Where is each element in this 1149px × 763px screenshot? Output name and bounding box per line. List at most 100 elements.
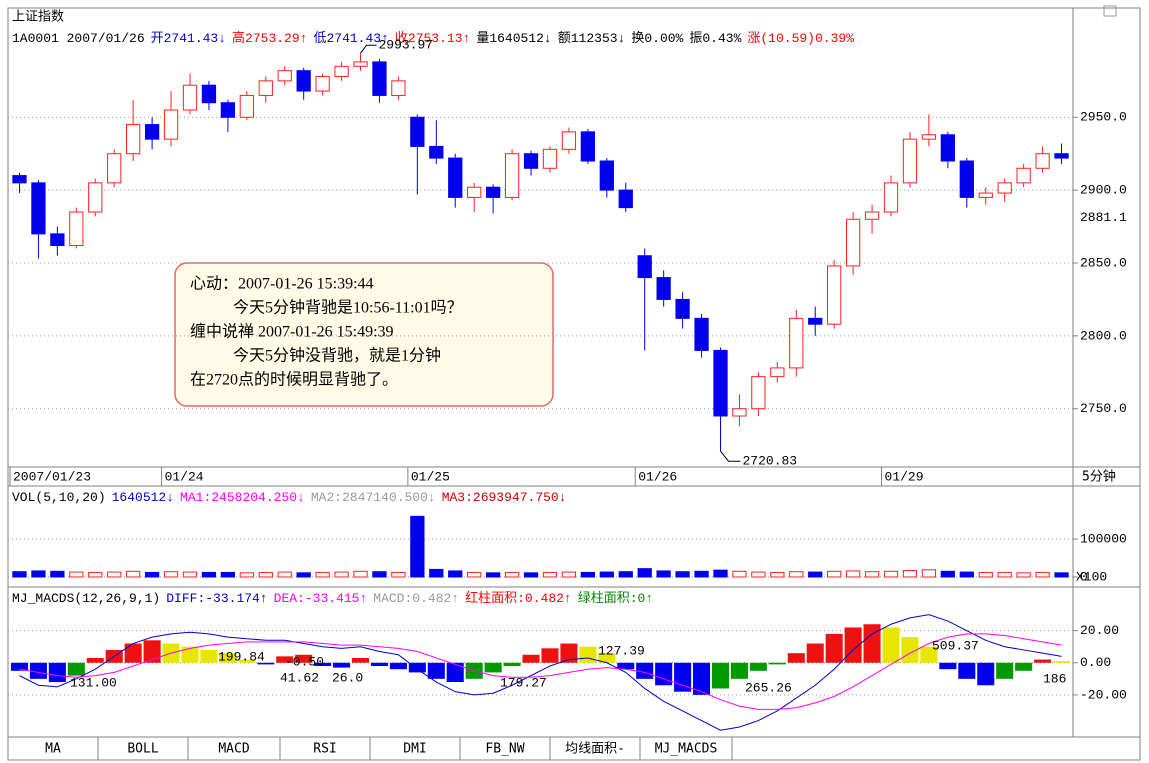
area-label: 199.84 — [218, 649, 265, 664]
macd-bar — [257, 662, 275, 665]
candle-body — [902, 138, 918, 184]
candle-body — [296, 70, 311, 92]
tab[interactable]: BOLL — [127, 742, 158, 757]
tab[interactable]: RSI — [313, 742, 336, 757]
macd-bar — [314, 662, 332, 666]
y-tick-label: 2850.0 — [1080, 255, 1127, 270]
macd-bar — [636, 662, 654, 679]
volume-bar — [580, 571, 595, 578]
candle-body — [618, 189, 633, 209]
candle-body — [486, 186, 501, 198]
area-label: 179.27 — [500, 675, 547, 690]
y-tick-label: 2800.0 — [1080, 328, 1127, 343]
macd-bar — [674, 662, 692, 692]
volume-bar — [12, 571, 27, 578]
candle-body — [580, 131, 595, 162]
volume-bar — [599, 571, 614, 578]
macd-bar — [749, 662, 767, 671]
candle-body — [808, 317, 823, 325]
note-line: 在2720点的时候明显背驰了。 — [190, 371, 398, 389]
macd-bar — [768, 662, 786, 665]
macd-bar — [427, 662, 445, 679]
macd-bar — [787, 653, 805, 663]
info-item: 低2741.43↑ — [313, 31, 388, 46]
period-label: 5分钟 — [1082, 469, 1116, 485]
volume-bar — [959, 571, 974, 578]
candle-body — [126, 124, 141, 155]
x-tick-label: 2007/01/23 — [13, 469, 91, 484]
y-tick-label: 2900.0 — [1080, 183, 1127, 198]
macd-bar — [560, 643, 578, 663]
volume-bar — [997, 571, 1012, 578]
info-item: 收2753.13↑ — [395, 31, 470, 46]
tab[interactable]: FB_NW — [485, 742, 524, 757]
macd-bar — [711, 662, 730, 689]
window-icon[interactable] — [1103, 5, 1117, 17]
candle-body — [713, 349, 728, 417]
info-item: VOL(5,10,20) — [12, 490, 106, 505]
volume-bar — [429, 568, 444, 578]
volume-bar — [883, 570, 899, 578]
volume-bar — [1035, 571, 1050, 578]
candle-body — [429, 145, 444, 159]
volume-bar — [542, 571, 558, 578]
macd-bar — [901, 637, 919, 663]
area-label: 131.00 — [70, 675, 117, 690]
info-item: 绿柱面积:0↑ — [578, 591, 653, 606]
tab[interactable]: MJ_MACDS — [655, 742, 718, 757]
volume-bar — [523, 572, 539, 578]
volume-bar — [1016, 572, 1031, 578]
candle-body — [201, 84, 217, 104]
candle-body — [978, 192, 993, 198]
tab[interactable]: 均线面积- — [565, 742, 625, 757]
volume-bar — [694, 570, 709, 578]
macd-bar — [484, 662, 502, 673]
candle-body — [504, 153, 520, 198]
volume-bar — [372, 571, 387, 578]
tab[interactable]: MACD — [218, 742, 249, 757]
volume-bar — [808, 571, 823, 578]
macd-bar — [10, 662, 28, 671]
macd-bar — [977, 662, 995, 686]
volume-bar — [675, 571, 690, 578]
y-tick-label: 20.00 — [1080, 623, 1119, 638]
volume-bar — [921, 569, 937, 578]
candle-body — [864, 211, 880, 220]
info-item: 开2741.43↓ — [151, 31, 226, 46]
marker-label: 2881.1 — [1080, 210, 1127, 225]
macd-line — [19, 633, 1062, 710]
macd-bar — [67, 662, 85, 676]
macd-bar — [693, 662, 711, 695]
x-tick-label: 01/29 — [885, 469, 924, 484]
volume-bar — [504, 571, 520, 578]
y-tick-label: 100000 — [1080, 532, 1127, 547]
volume-bar — [656, 570, 671, 578]
multiplier: X100 — [1076, 569, 1107, 584]
candle-body — [1035, 153, 1050, 169]
volume-bar — [637, 568, 652, 578]
area-label: 186 — [1043, 671, 1066, 686]
macd-bar — [1053, 661, 1071, 663]
macd-bar — [579, 646, 597, 663]
macd-bar — [1034, 659, 1052, 663]
volume-bar — [50, 570, 65, 578]
x-tick-label: 01/25 — [411, 469, 450, 484]
info-line: MJ_MACDS(12,26,9,1) DIFF:-33.174↑ DEA:-33.… — [12, 590, 653, 606]
tab[interactable]: DMI — [403, 742, 426, 757]
volume-bar — [770, 571, 785, 578]
candle-body — [277, 70, 292, 82]
info-item: MA1:2458204.250↓ — [180, 490, 305, 505]
info-item: 额112353↓ — [558, 31, 626, 46]
macd-bar — [655, 662, 673, 686]
candle-body — [372, 61, 387, 96]
candle-body — [542, 148, 558, 169]
info-item: MACD:0.482↑ — [373, 591, 459, 606]
volume-bar — [315, 571, 330, 578]
macd-line — [19, 614, 1062, 731]
volume-bar — [126, 570, 141, 578]
tab[interactable]: MA — [45, 742, 61, 757]
info-item: 1A0001 2007/01/26 — [12, 31, 145, 46]
volume-bar — [258, 571, 273, 578]
macd-bar — [446, 662, 464, 683]
volume-bar — [902, 570, 918, 578]
